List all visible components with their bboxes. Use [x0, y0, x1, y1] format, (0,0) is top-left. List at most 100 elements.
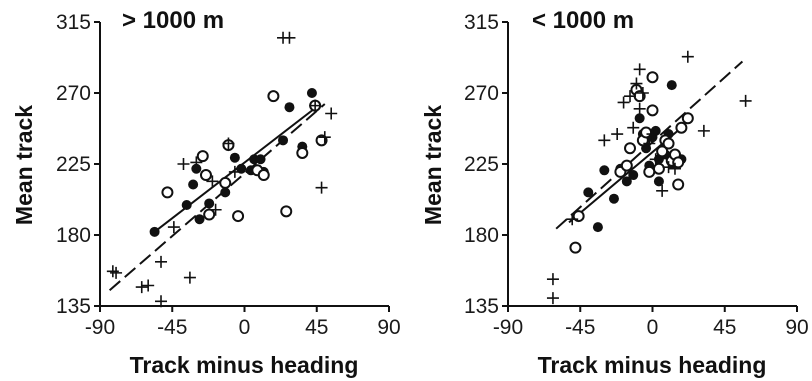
x-tick-label: -90 — [493, 316, 523, 339]
cross-point — [566, 213, 579, 226]
cross-point — [135, 281, 148, 294]
dashed-fit-line — [108, 103, 326, 291]
cross-point — [183, 271, 196, 284]
panel-above-1000m: > 1000 m Mean track Track minus heading … — [11, 7, 401, 378]
open-circle-point — [257, 169, 270, 182]
y-tick-label: 270 — [464, 82, 499, 105]
y-axis-label: Mean track — [420, 105, 446, 225]
cross-point — [315, 181, 328, 194]
cross-point — [283, 31, 296, 44]
cross-point — [617, 96, 630, 109]
filled-circle-point — [149, 226, 160, 237]
cross-point — [681, 50, 694, 63]
open-circle-point — [646, 71, 659, 84]
cross-point — [190, 156, 203, 169]
x-tick-label: 45 — [305, 316, 328, 339]
y-axis-label: Mean track — [11, 105, 37, 225]
x-axis-label: Track minus heading — [538, 352, 767, 378]
cross-point — [318, 131, 331, 144]
cross-point — [209, 203, 222, 216]
y-tick-label: 270 — [56, 82, 91, 105]
open-circle-point — [681, 112, 694, 125]
filled-circle-point — [278, 135, 289, 146]
cross-point — [662, 161, 675, 174]
filled-circle-point — [306, 88, 317, 98]
x-tick-label: 90 — [377, 316, 400, 339]
open-circle-point — [280, 205, 293, 218]
cross-point — [627, 121, 640, 134]
filled-circle-point — [194, 214, 205, 225]
open-circle-point — [620, 159, 633, 172]
y-tick-label: 225 — [464, 153, 499, 176]
open-circle-point — [203, 208, 216, 221]
filled-circle-point — [653, 176, 664, 187]
filled-circle-point — [229, 152, 240, 163]
filled-circle-point — [608, 193, 619, 204]
cross-point — [309, 99, 322, 112]
filled-circle-point — [255, 154, 266, 165]
cross-point — [633, 102, 646, 115]
filled-circle-point — [188, 179, 199, 190]
x-tick-label: 0 — [647, 316, 659, 339]
filled-circle-point — [583, 187, 594, 198]
cross-point — [649, 153, 662, 166]
y-tick-label: 180 — [464, 224, 499, 247]
cross-point — [646, 128, 659, 141]
filled-circle-point — [628, 170, 639, 181]
open-circle-point — [219, 176, 232, 189]
x-axis-label: Track minus heading — [130, 352, 359, 378]
open-circle-point — [161, 186, 174, 199]
cross-point — [110, 266, 123, 279]
x-tick-label: -45 — [565, 316, 595, 339]
x-tick-label: 0 — [239, 316, 251, 339]
cross-point — [546, 292, 559, 305]
open-circle-point — [267, 90, 280, 103]
y-tick-label: 315 — [56, 11, 91, 34]
panel-title: < 1000 m — [532, 7, 634, 34]
open-circle-point — [656, 145, 669, 158]
x-tick-label: -45 — [157, 316, 187, 339]
open-circle-point — [652, 162, 665, 175]
y-tick-label: 225 — [56, 153, 91, 176]
open-circle-point — [643, 165, 656, 178]
panel-title: > 1000 m — [122, 7, 224, 34]
cross-point — [633, 63, 646, 76]
filled-circle-point — [204, 198, 215, 209]
cross-point — [546, 273, 559, 286]
cross-point — [668, 162, 681, 175]
cross-point — [167, 221, 180, 234]
cross-point — [142, 279, 155, 292]
open-circle-point — [196, 150, 209, 163]
filled-circle-point — [592, 222, 603, 233]
cross-point — [155, 255, 168, 268]
y-tick-label: 135 — [464, 295, 499, 318]
filled-circle-point — [220, 187, 231, 198]
open-circle-point — [672, 178, 685, 191]
cross-point — [206, 175, 219, 188]
open-circle-point — [624, 142, 637, 155]
cross-point — [739, 94, 752, 107]
open-circle-point — [569, 241, 582, 254]
x-tick-label: -90 — [85, 316, 115, 339]
filled-circle-point — [181, 200, 192, 211]
x-tick-label: 90 — [785, 316, 808, 339]
open-circle-point — [662, 137, 675, 150]
filled-circle-point — [666, 80, 677, 91]
filled-circle-point — [634, 113, 645, 124]
cross-point — [697, 124, 710, 137]
cross-point — [624, 90, 637, 103]
open-circle-point — [675, 121, 688, 134]
cross-point — [155, 295, 168, 308]
x-tick-label: 45 — [713, 316, 736, 339]
open-circle-point — [646, 104, 659, 117]
cross-point — [630, 77, 643, 90]
y-tick-label: 135 — [56, 295, 91, 318]
open-circle-point — [640, 126, 653, 139]
filled-circle-point — [191, 163, 202, 174]
cross-point — [656, 184, 669, 197]
cross-point — [643, 137, 656, 150]
y-tick-label: 315 — [464, 11, 499, 34]
filled-circle-point — [599, 165, 610, 176]
cross-point — [636, 87, 649, 99]
